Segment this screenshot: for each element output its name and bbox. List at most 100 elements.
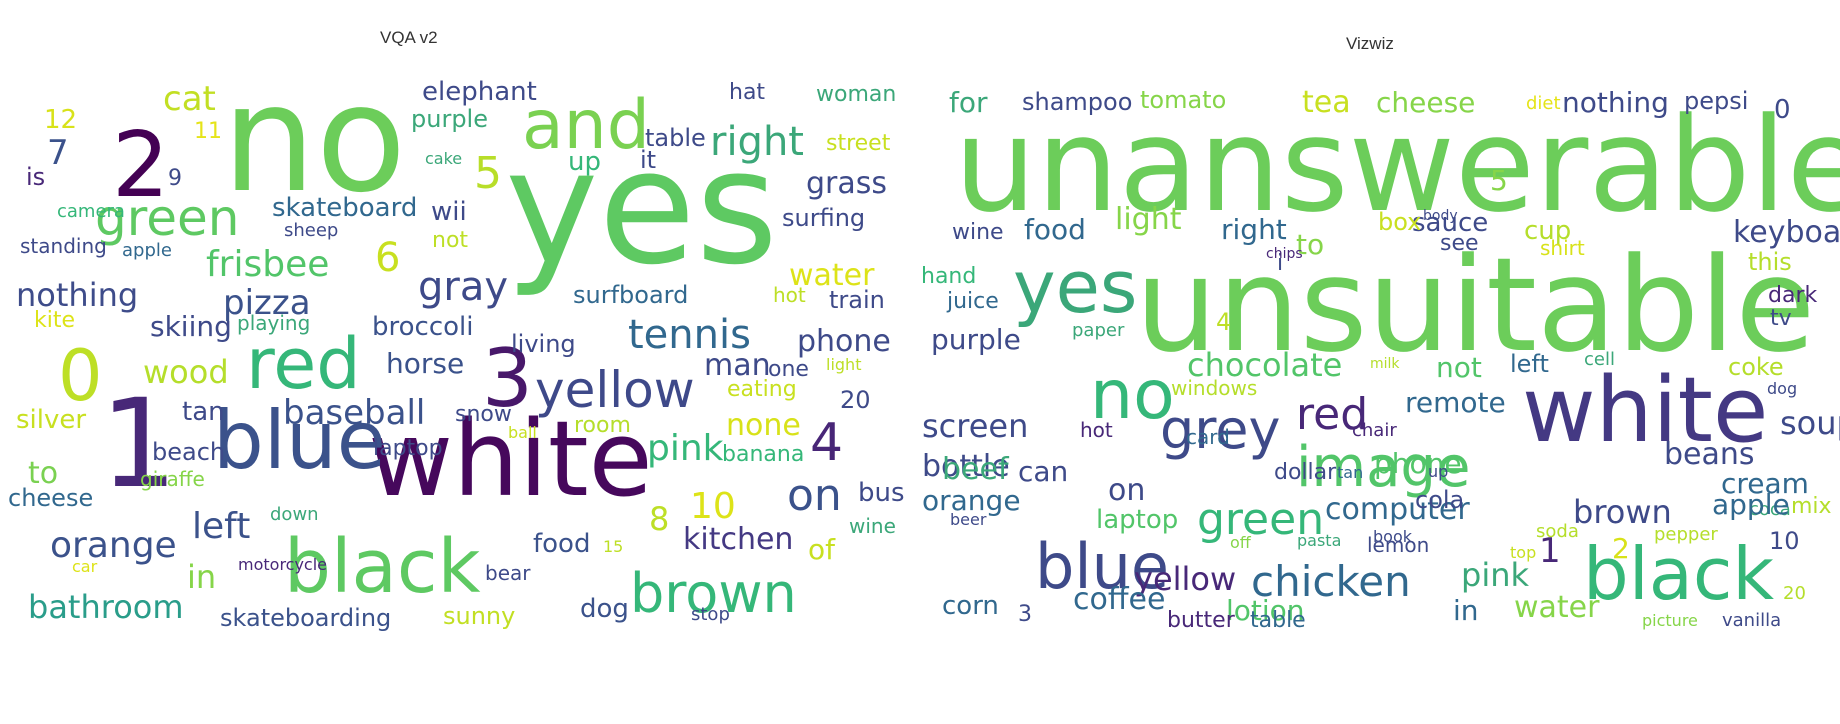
word-tan: tan [1337,463,1363,482]
word-2: 2 [112,113,169,218]
word-laptop: laptop [1096,505,1178,535]
word-wine: wine [849,514,896,538]
word-hat: hat [729,80,765,105]
word-computer: computer [1325,492,1470,527]
word-6: 6 [375,235,400,281]
wordcloud-panel-vqa: VQA v2 no yes 2 and white blue green red black 1 3… [8,28,905,632]
word-picture: picture [1642,611,1698,630]
word-surfing: surfing [782,204,865,232]
word-baseball: baseball [283,393,425,433]
word-nothing: nothing [1562,86,1669,119]
word-milk: milk [1370,356,1400,372]
word-red: red [1296,389,1368,440]
word-green: green [95,189,239,247]
word-0: 0 [58,335,103,417]
word-book: book [1373,527,1413,546]
word-one: one [768,357,809,382]
word-snow: snow [455,402,512,427]
word-right: right [1221,213,1287,246]
word-black: black [284,524,481,610]
word-5: 5 [474,148,502,199]
word-red: red [246,323,361,405]
word-lemon: lemon [1367,533,1429,557]
word-hot: hot [1080,418,1113,442]
word-kite: kite [34,308,75,333]
word-soup: soup [1780,404,1840,442]
word-see: see [1440,231,1479,256]
word-11: 11 [194,119,222,144]
word-keyboard: keyboard [1733,215,1840,250]
word-1: 1 [1539,531,1561,571]
word-left: left [192,506,250,547]
word-off: off [1230,533,1252,552]
word-light: light [1115,202,1182,237]
word-lotion: lotion [1226,594,1305,627]
word-phone: phone [797,324,891,359]
word-10: 10 [690,486,736,527]
word-bottle: bottle [922,449,1010,484]
word-corn: corn [942,591,999,621]
word-windows: windows [1171,376,1257,400]
word-brown: brown [1573,493,1672,531]
word-frisbee: frisbee [206,244,329,285]
word-right: right [710,119,804,165]
word-juice: juice [946,289,999,314]
word-and: and [522,86,650,165]
word-in: in [1453,594,1479,627]
word-tv: tv [1770,306,1792,331]
word-soda: soda [1536,521,1579,542]
word-on: on [787,470,842,521]
word-grass: grass [806,166,887,201]
word-beans: beans [1664,437,1755,472]
word-to: to [28,456,58,491]
word-skateboarding: skateboarding [220,604,391,632]
word-8: 8 [649,500,669,538]
word-no: no [1090,356,1175,435]
word-sauce: sauce [1412,208,1488,238]
word-apple: apple [1712,488,1790,521]
word-dog: dog [580,594,629,624]
word-hot: hot [773,283,806,307]
word-table: table [645,124,706,152]
word-banana: banana [722,442,804,467]
word-cheese: cheese [8,484,93,512]
panel-title: Vizwiz [1346,34,1394,53]
word-cheese: cheese [1376,86,1475,119]
word-gray: gray [418,264,508,310]
word-dollar: dollar [1274,460,1337,485]
word-bear: bear [485,561,531,585]
word-up: up [1428,462,1448,481]
word-white: white [368,398,653,520]
word-yes: yes [1013,245,1137,329]
word-none: none [726,408,801,443]
word-2: 2 [1612,532,1630,565]
word-vanilla: vanilla [1722,610,1781,631]
word-stop: stop [691,604,730,625]
word-chicken: chicken [1251,557,1411,606]
word-ball: ball [508,423,537,442]
word-bus: bus [858,478,905,508]
word-blue: blue [213,394,386,487]
word-silver: silver [16,405,86,435]
word-unanswerable: unanswerable [954,89,1840,241]
word-of: of [808,533,836,566]
word-body: body [1423,208,1458,224]
word-top: top [1510,543,1536,562]
word-car: car [72,557,98,576]
word-woman: woman [816,82,896,107]
word-blue: blue [1035,530,1169,603]
word-pink: pink [647,428,724,469]
word-beer: beer [950,510,987,529]
word-card: card [1186,425,1230,449]
word-food: food [1024,213,1086,246]
word-coke: coke [1728,353,1784,381]
word-wine: wine [952,220,1004,245]
word-yellow: yellow [535,361,695,419]
word-diet: diet [1526,93,1561,114]
panel-title: VQA v2 [380,28,438,47]
word-hand: hand [921,264,976,289]
word-elephant: elephant [422,77,537,107]
word-can: can [1018,455,1068,488]
word-motorcycle: motorcycle [238,555,327,574]
